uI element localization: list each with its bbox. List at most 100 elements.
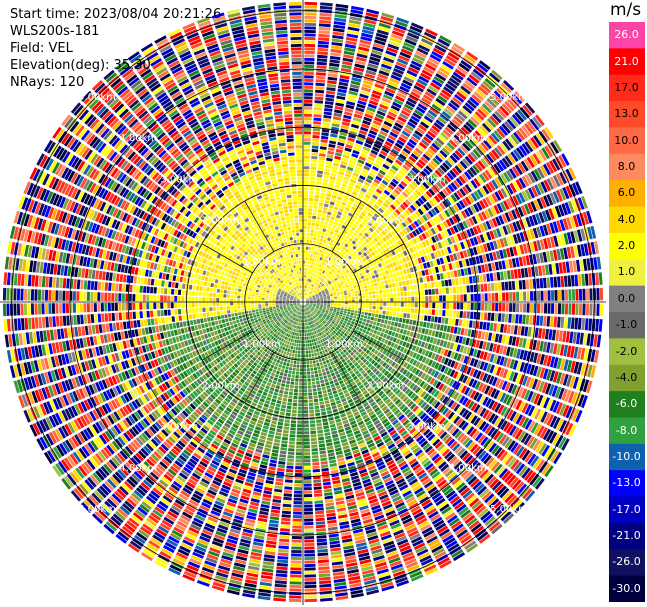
velocity-gate — [308, 305, 312, 308]
velocity-gate — [443, 325, 448, 332]
velocity-gate — [352, 70, 364, 76]
velocity-gate — [425, 28, 438, 37]
velocity-gate — [392, 326, 397, 332]
velocity-gate — [370, 96, 380, 103]
velocity-gate — [313, 349, 317, 353]
velocity-gate — [336, 92, 347, 97]
velocity-gate — [493, 90, 505, 101]
velocity-gate — [522, 375, 529, 386]
velocity-gate — [376, 76, 387, 83]
velocity-gate — [499, 367, 505, 378]
velocity-gate — [434, 155, 443, 163]
velocity-gate — [329, 276, 333, 280]
velocity-gate — [339, 219, 344, 224]
velocity-gate — [538, 381, 545, 392]
velocity-gate — [409, 267, 414, 273]
velocity-gate — [506, 118, 517, 130]
velocity-gate — [414, 339, 419, 345]
velocity-gate — [469, 368, 476, 377]
velocity-gate — [431, 103, 442, 112]
velocity-gate — [489, 364, 495, 374]
velocity-gate — [312, 138, 320, 142]
velocity-gate — [395, 282, 399, 287]
velocity-gate — [306, 299, 310, 301]
velocity-gate — [309, 420, 316, 424]
velocity-gate — [312, 128, 321, 132]
velocity-gate — [367, 212, 373, 218]
velocity-gate — [337, 211, 343, 216]
velocity-gate — [313, 479, 321, 483]
velocity-gate — [338, 239, 343, 244]
velocity-gate — [582, 258, 588, 271]
velocity-gate — [387, 216, 394, 222]
velocity-gate — [446, 350, 452, 358]
velocity-gate — [314, 286, 317, 289]
velocity-gate — [371, 325, 376, 329]
velocity-gate — [330, 308, 334, 310]
velocity-gate — [304, 110, 312, 114]
velocity-gate — [314, 405, 320, 410]
velocity-gate — [327, 76, 338, 81]
velocity-gate — [329, 258, 334, 263]
velocity-gate — [340, 160, 348, 166]
velocity-gate — [312, 290, 316, 293]
velocity-gate — [318, 272, 322, 276]
velocity-gate — [394, 199, 401, 206]
velocity-gate — [406, 234, 412, 241]
velocity-gate — [438, 67, 450, 76]
velocity-gate — [331, 364, 336, 369]
velocity-gate — [319, 404, 325, 409]
velocity-gate — [449, 342, 455, 350]
velocity-gate — [491, 179, 499, 190]
velocity-gate — [505, 370, 512, 380]
velocity-gate — [442, 162, 450, 171]
velocity-gate — [460, 385, 468, 394]
velocity-gate — [412, 150, 421, 158]
velocity-gate — [556, 220, 563, 232]
velocity-gate — [544, 303, 548, 314]
velocity-gate — [441, 384, 448, 393]
velocity-gate — [334, 105, 344, 111]
velocity-gate — [330, 547, 341, 552]
velocity-gate — [496, 108, 507, 119]
velocity-gate — [309, 300, 313, 302]
velocity-gate — [502, 200, 510, 210]
velocity-gate — [400, 150, 409, 158]
velocity-gate — [526, 303, 530, 313]
velocity-gate — [310, 169, 317, 174]
velocity-gate — [515, 399, 523, 411]
velocity-gate — [386, 297, 390, 302]
velocity-gate — [385, 247, 390, 253]
velocity-gate — [463, 240, 469, 249]
velocity-gate — [409, 358, 415, 365]
velocity-gate — [467, 118, 478, 128]
velocity-gate — [370, 149, 379, 156]
velocity-gate — [311, 272, 314, 276]
velocity-gate — [388, 239, 394, 245]
velocity-gate — [501, 380, 508, 391]
velocity-gate — [462, 158, 471, 167]
velocity-gate — [361, 292, 365, 296]
velocity-gate — [329, 137, 337, 142]
velocity-gate — [303, 236, 307, 240]
velocity-gate — [479, 125, 489, 135]
velocity-gate — [464, 155, 473, 165]
velocity-gate — [352, 250, 357, 255]
velocity-gate — [446, 123, 457, 133]
velocity-gate — [413, 164, 422, 172]
velocity-gate — [460, 60, 472, 70]
velocity-gate — [415, 361, 421, 368]
velocity-gate — [346, 265, 351, 269]
velocity-gate — [423, 223, 430, 230]
velocity-gate — [320, 312, 324, 315]
velocity-gate — [378, 263, 383, 268]
velocity-gate — [308, 402, 314, 407]
velocity-gate — [324, 101, 334, 105]
velocity-gate — [311, 149, 319, 153]
velocity-gate — [382, 243, 388, 249]
velocity-gate — [316, 538, 327, 543]
velocity-gate — [418, 242, 424, 249]
velocity-gate — [434, 234, 440, 242]
velocity-gate — [313, 363, 317, 367]
velocity-gate — [327, 280, 331, 284]
